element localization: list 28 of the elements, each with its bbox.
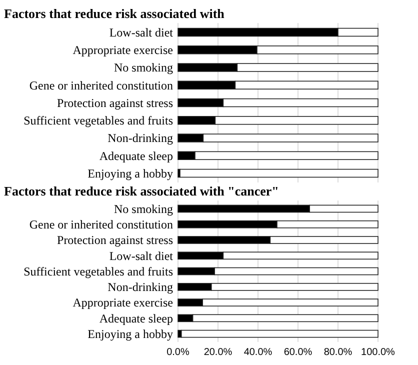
x-tick-label: 40.0% xyxy=(244,347,272,358)
y-tick-label: Sufficient vegetables and fruits xyxy=(24,114,174,128)
y-tick-label: Appropriate exercise xyxy=(72,43,173,58)
y-tick-label: Enjoying a hobby xyxy=(88,166,173,180)
x-tick-label: 100.0% xyxy=(361,347,396,358)
y-tick-label: No smoking xyxy=(114,202,173,216)
bar xyxy=(180,168,378,178)
y-tick-label: Non-drinking xyxy=(108,280,173,294)
chart-title: Factors that reduce risk associated with xyxy=(4,6,226,21)
x-tick-label: 20.0% xyxy=(204,347,232,358)
bar xyxy=(181,330,378,338)
y-tick-label: Enjoying a hobby xyxy=(88,326,173,341)
y-tick-label: No smoking xyxy=(114,60,173,75)
chart-title: Factors that reduce risk associated with "cancer" xyxy=(4,184,279,198)
y-tick-label: Adequate sleep xyxy=(99,311,173,326)
y-tick-label: Sufficient vegetables and fruits xyxy=(24,264,174,278)
x-tick-label: 0.0% xyxy=(166,347,190,358)
x-tick-label: 60.0% xyxy=(284,347,312,358)
y-tick-label: Gene or inherited constitution xyxy=(29,78,173,92)
y-tick-label: Protection against stress xyxy=(57,96,174,110)
y-tick-label: Gene or inherited constitution xyxy=(29,218,173,232)
y-tick-label: Non-drinking xyxy=(108,131,173,146)
y-tick-label: Low-salt diet xyxy=(109,25,174,40)
x-tick-label: 80.0% xyxy=(324,347,352,358)
y-tick-label: Adequate sleep xyxy=(99,148,173,163)
y-tick-label: Low-salt diet xyxy=(109,248,174,263)
y-tick-label: Appropriate exercise xyxy=(72,296,173,310)
y-tick-label: Protection against stress xyxy=(57,233,174,248)
